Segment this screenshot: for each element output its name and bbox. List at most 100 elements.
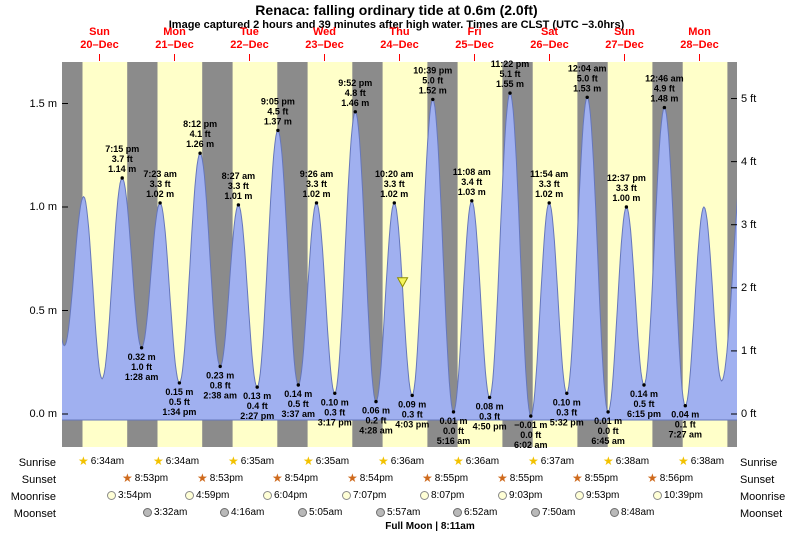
astro-event-moonset: 3:32am [143, 506, 187, 519]
tide-extreme-label: 1.37 m [264, 116, 292, 126]
astro-event-moonrise: 6:04pm [263, 489, 307, 502]
tide-extreme-dot [314, 201, 319, 205]
astro-event-sunrise: ★ 6:36am [378, 455, 424, 468]
tide-extreme-dot [683, 404, 687, 408]
astro-event-moonrise: 9:03pm [498, 489, 542, 502]
sunrise-icon: ★ [78, 454, 89, 468]
tide-extreme-label: 5:32 pm [550, 417, 584, 427]
day-tick [474, 54, 475, 61]
astro-event-time: 8:55pm [434, 473, 469, 484]
day-name: Tue [240, 26, 259, 38]
sunrise-icon: ★ [228, 454, 239, 468]
astro-event-sunrise: ★ 6:34am [78, 455, 124, 468]
astro-event-time: 8:53pm [209, 473, 244, 484]
astro-event-time: 8:55pm [584, 473, 619, 484]
day-name: Sat [540, 26, 559, 38]
day-date: 21–Dec [155, 39, 194, 51]
tide-extreme-label: 0.06 m [362, 406, 390, 416]
tide-extreme-label: 3.3 ft [539, 179, 560, 189]
tide-extreme-label: 0.0 ft [520, 430, 541, 440]
tide-extreme-label: 4:28 am [359, 426, 393, 436]
day-date: 25–Dec [455, 39, 494, 51]
y-axis-label-m: 0.5 m [29, 304, 57, 317]
moonrise-icon [342, 491, 351, 500]
tide-extreme-dot [120, 176, 124, 180]
tide-extreme-dot [296, 383, 300, 387]
tide-extreme-label: 0.5 ft [633, 399, 654, 409]
day-label: Wed 23–Dec [287, 26, 362, 52]
tide-extreme-label: 6:15 pm [627, 409, 661, 419]
tide-extreme-label: 3.3 ft [150, 179, 171, 189]
tide-extreme-label: 0.10 m [321, 397, 349, 407]
day-label: Mon 28–Dec [662, 26, 737, 52]
astro-event-time: 5:57am [387, 507, 421, 518]
sunset-icon: ★ [572, 471, 583, 485]
tide-extreme-dot [470, 199, 474, 203]
moonset-icon [298, 508, 307, 517]
astro-event-time: 6:37am [540, 456, 575, 467]
astro-event-moonrise: 8:07pm [420, 489, 464, 502]
astro-event-sunrise: ★ 6:38am [678, 455, 724, 468]
sunrise-icon: ★ [528, 454, 539, 468]
tide-extreme-label: 0.5 ft [169, 397, 190, 407]
tide-extreme-label: 0.32 m [128, 352, 156, 362]
tide-extreme-dot [198, 151, 202, 155]
day-date: 28–Dec [680, 39, 719, 51]
tide-extreme-label: 3.4 ft [461, 177, 482, 187]
astro-event-time: 8:48am [621, 507, 655, 518]
tide-extreme-dot [276, 128, 280, 133]
y-axis-label-m: 1.0 m [29, 201, 57, 213]
sunset-icon: ★ [197, 471, 208, 485]
tide-extreme-label: 1.02 m [302, 189, 330, 199]
tide-extreme-label: 1.00 m [612, 193, 640, 203]
tide-extreme-label: 0.01 m [594, 416, 622, 426]
tide-extreme-label: 0.10 m [553, 397, 581, 407]
astro-event-moonset: 5:05am [298, 506, 342, 519]
astro-event-time: 8:53pm [134, 473, 169, 484]
tide-chart: 7:15 pm3.7 ft1.14 m 0.32 m1.0 ft1:28 am 7:… [62, 59, 737, 450]
tide-extreme-label: 9:52 pm [338, 78, 372, 88]
tide-extreme-label: 3:37 am [282, 409, 316, 419]
tide-extreme-label: 11:22 pm [491, 59, 530, 69]
astro-event-sunset: ★ 8:53pm [197, 472, 243, 485]
day-date: 24–Dec [380, 39, 419, 51]
tide-extreme-dot [158, 201, 162, 205]
tide-extreme-label: 1.48 m [650, 94, 678, 104]
astro-event-sunset: ★ 8:56pm [647, 472, 693, 485]
astro-row-label-right: Sunset [740, 474, 775, 486]
day-tick [624, 54, 625, 61]
day-tick [399, 54, 400, 61]
astro-event-sunset: ★ 8:55pm [572, 472, 618, 485]
tide-extreme-label: 3.3 ft [384, 179, 405, 189]
tide-extreme-label: 1.02 m [146, 189, 174, 199]
tide-extreme-label: 0.23 m [206, 370, 234, 380]
day-label: Sun 20–Dec [62, 26, 137, 52]
tide-extreme-label: 0.2 ft [365, 416, 386, 426]
astro-event-time: 6:35am [240, 456, 275, 467]
tide-extreme-label: 4.8 ft [345, 88, 366, 98]
astro-event-time: 6:38am [690, 456, 725, 467]
tide-extreme-label: 0.13 m [243, 391, 271, 401]
tide-extreme-label: 0.14 m [284, 389, 312, 399]
moonrise-icon [185, 491, 194, 500]
tide-extreme-dot [255, 385, 259, 389]
astro-event-moonrise: 9:53pm [575, 489, 619, 502]
tide-extreme-dot [392, 201, 396, 205]
sunset-icon: ★ [347, 471, 358, 485]
sunrise-icon: ★ [603, 454, 614, 468]
tide-extreme-label: 1:28 am [125, 372, 159, 382]
astro-event-moonset: 8:48am [610, 506, 654, 519]
astro-event-time: 6:34am [90, 456, 125, 467]
tide-extreme-label: 0.04 m [671, 410, 699, 420]
astro-event-sunset: ★ 8:55pm [497, 472, 543, 485]
tide-extreme-label: 1.01 m [224, 191, 252, 201]
sunrise-icon: ★ [378, 454, 389, 468]
astro-event-time: 10:39pm [664, 490, 703, 501]
tide-extreme-label: 0.5 ft [288, 399, 309, 409]
tide-extreme-dot [236, 203, 241, 207]
tide-extreme-label: 1.55 m [496, 79, 524, 89]
astro-event-time: 3:54pm [118, 490, 152, 501]
tide-extreme-dot [508, 91, 512, 95]
day-label: Tue 22–Dec [212, 26, 287, 52]
tide-extreme-label: 4.5 ft [267, 106, 288, 116]
